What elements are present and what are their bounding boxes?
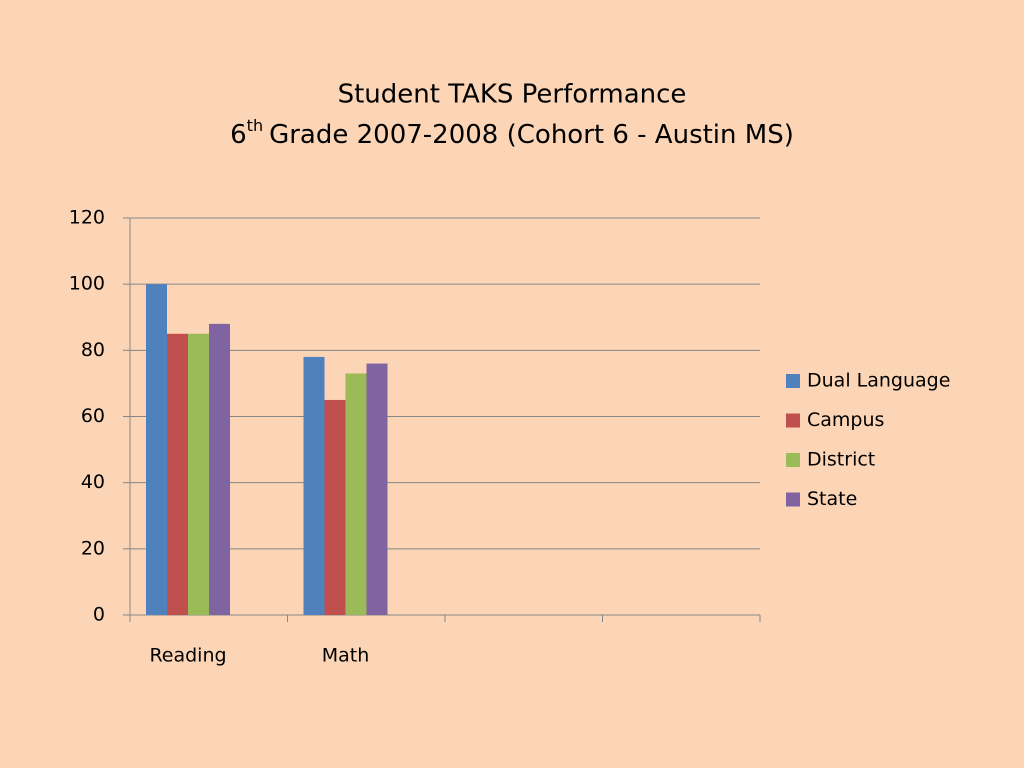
legend-label: State <box>807 488 857 510</box>
y-tick-label: 80 <box>81 339 105 361</box>
subtitle-superscript: th <box>247 116 263 135</box>
bar <box>324 399 346 615</box>
subtitle-text: Grade 2007-2008 (Cohort 6 - Austin MS) <box>269 120 794 150</box>
bar <box>366 363 388 615</box>
y-tick-label: 20 <box>81 537 105 559</box>
y-tick-label: 100 <box>69 273 105 295</box>
legend-swatch <box>786 413 800 428</box>
chart-title: Student TAKS Performance <box>338 80 687 110</box>
legend-swatch <box>786 374 800 388</box>
bar <box>303 356 325 615</box>
bar <box>188 333 209 615</box>
y-tick-label: 0 <box>93 604 105 626</box>
x-tick-label: Math <box>322 645 370 667</box>
bar <box>167 333 188 615</box>
y-tick-label: 40 <box>81 471 105 493</box>
legend-label: Campus <box>807 409 884 431</box>
chart-subtitle: 6th Grade 2007-2008 (Cohort 6 - Austin MS… <box>230 116 794 150</box>
bar <box>146 284 167 615</box>
x-tick-label: Reading <box>149 645 226 667</box>
legend-swatch <box>786 453 800 467</box>
bar <box>345 373 367 615</box>
y-tick-label: 120 <box>69 207 105 229</box>
subtitle-number: 6 <box>230 120 247 150</box>
y-tick-label: 60 <box>81 405 105 427</box>
legend-label: Dual Language <box>807 370 950 392</box>
legend-label: District <box>807 449 875 471</box>
legend-swatch <box>786 492 800 507</box>
bar <box>209 323 230 615</box>
